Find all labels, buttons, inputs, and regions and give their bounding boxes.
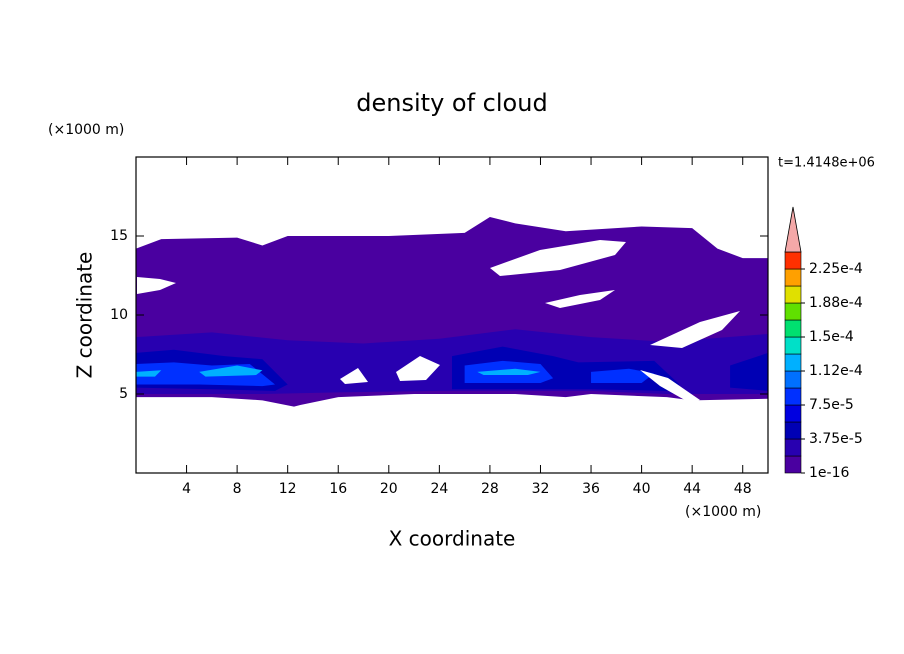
x-tick-label: 24 bbox=[430, 481, 448, 497]
colorbar-label: 1.88e-4 bbox=[809, 295, 863, 311]
cloud-gaps bbox=[137, 240, 740, 403]
x-tick-label: 20 bbox=[380, 481, 398, 497]
gap bbox=[137, 277, 176, 294]
chart-title: density of cloud bbox=[356, 89, 547, 117]
y-tick-label: 15 bbox=[110, 228, 128, 244]
colorbar-label: 1e-16 bbox=[809, 465, 849, 481]
x-tick-label: 8 bbox=[233, 481, 242, 497]
x-tick-label: 12 bbox=[279, 481, 297, 497]
y-tick-label: 10 bbox=[110, 307, 128, 323]
colorbar-label: 1.12e-4 bbox=[809, 363, 863, 379]
colorbar-label: 3.75e-5 bbox=[809, 431, 863, 447]
colorbar-label: 2.25e-4 bbox=[809, 261, 863, 277]
x-tick-label: 36 bbox=[582, 481, 600, 497]
colorbar-band bbox=[784, 302, 802, 321]
colorbar-over bbox=[784, 206, 802, 253]
x-axis-label: X coordinate bbox=[389, 527, 516, 551]
colorbar-band bbox=[784, 387, 802, 406]
contour-region bbox=[477, 368, 541, 376]
y-tick-label: 5 bbox=[119, 386, 128, 402]
gap bbox=[650, 311, 740, 348]
x-tick-label: 48 bbox=[734, 481, 752, 497]
x-tick-label: 28 bbox=[481, 481, 499, 497]
colorbar-band bbox=[784, 336, 802, 355]
x-unit: (×1000 m) bbox=[685, 504, 761, 520]
contour-region bbox=[136, 370, 162, 377]
colorbar-label: 1.5e-4 bbox=[809, 329, 854, 345]
x-tick-label: 4 bbox=[182, 481, 191, 497]
gap bbox=[545, 290, 615, 308]
colorbar-band bbox=[784, 285, 802, 304]
contour-region bbox=[199, 365, 263, 377]
colorbar-band bbox=[784, 353, 802, 372]
colorbar-label: 7.5e-5 bbox=[809, 397, 854, 413]
contour-region bbox=[730, 352, 768, 391]
y-unit: (×1000 m) bbox=[48, 122, 124, 138]
colorbar-band bbox=[784, 438, 802, 457]
colorbar-band bbox=[784, 455, 802, 474]
colorbar-band bbox=[784, 421, 802, 440]
colorbar-band bbox=[784, 319, 802, 338]
contour-region bbox=[591, 368, 655, 383]
gap bbox=[640, 370, 700, 403]
gap bbox=[340, 368, 368, 384]
colorbar-band bbox=[784, 370, 802, 389]
x-tick-label: 16 bbox=[329, 481, 347, 497]
time-label: t=1.4148e+06 bbox=[778, 156, 875, 171]
colorbar-band bbox=[784, 404, 802, 423]
gap bbox=[396, 356, 440, 381]
contour-field bbox=[136, 217, 768, 407]
gap bbox=[490, 240, 626, 276]
x-tick-label: 40 bbox=[633, 481, 651, 497]
x-tick-label: 44 bbox=[683, 481, 701, 497]
colorbar-band bbox=[784, 268, 802, 287]
colorbar-band bbox=[784, 251, 802, 270]
x-tick-label: 32 bbox=[532, 481, 550, 497]
y-axis-label: Z coordinate bbox=[73, 252, 97, 379]
